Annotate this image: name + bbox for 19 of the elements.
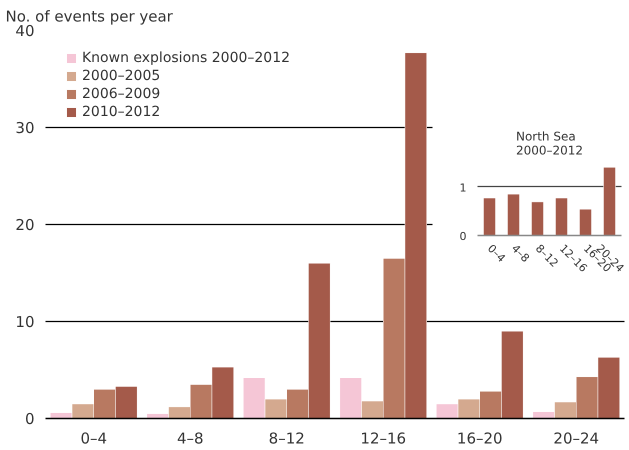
x-tick-label: 4–8 [176,430,204,448]
y-tick-label: 10 [15,313,35,331]
legend-label: 2010–2012 [82,104,160,120]
y-tick-label: 0 [24,410,35,428]
y-tick-label: 1 [460,181,466,194]
y-tick-label: 30 [15,119,35,137]
y-tick-label: 20 [15,216,35,234]
legend-label: 2006–2009 [82,86,160,102]
x-tick-label: 16–20 [456,430,503,448]
x-tick-label: 0–4 [484,242,508,265]
legend-label: Known explosions 2000–2012 [82,50,290,66]
chart-title: North Sea 2000–2012 [516,130,584,158]
legend-label: 2000–2005 [82,68,160,84]
x-tick-label: 0–4 [80,430,108,448]
x-tick-label: 12–16 [360,430,406,448]
y-tick-label: 0 [460,230,466,243]
x-tick-label: 20–24 [553,430,600,448]
x-tick-label: 8–12 [268,430,305,448]
x-tick-label: 4–8 [508,242,532,265]
